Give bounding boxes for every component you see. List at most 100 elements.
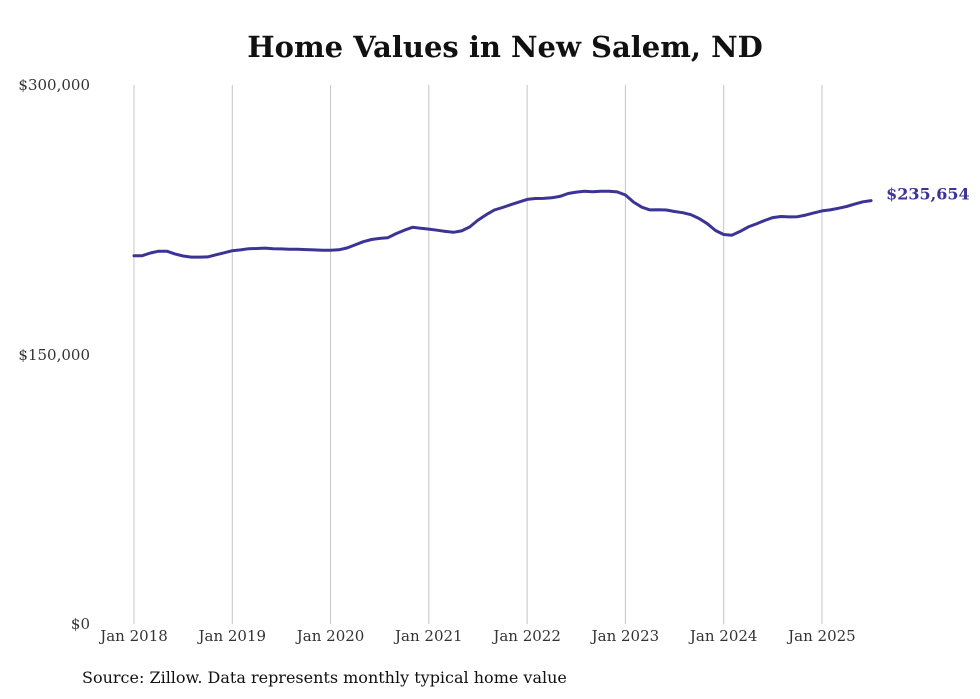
data-point (861, 200, 865, 203)
data-point (493, 208, 496, 212)
data-point (558, 195, 562, 198)
x-tick-label: Jan 2019 (196, 627, 266, 645)
data-point (222, 251, 226, 254)
data-point (738, 230, 742, 233)
data-point (755, 222, 758, 226)
x-tick-label: Jan 2021 (393, 627, 463, 645)
data-points (132, 190, 873, 259)
data-point (624, 193, 627, 197)
data-point (706, 222, 709, 225)
data-point (657, 208, 660, 211)
data-point (239, 248, 242, 252)
data-point (697, 217, 701, 220)
x-tick-label: Jan 2018 (98, 627, 168, 645)
latest-value-label: $235,654 (886, 185, 970, 204)
data-point (771, 216, 774, 219)
data-point (599, 190, 602, 193)
data-point (632, 200, 635, 204)
data-point (845, 205, 848, 208)
data-point (386, 236, 390, 239)
data-point (796, 215, 799, 218)
data-point (231, 249, 234, 252)
data-point (345, 246, 349, 250)
data-point (304, 248, 308, 251)
y-tick-label: $0 (71, 615, 90, 633)
data-point (869, 199, 873, 202)
data-point (804, 213, 807, 217)
x-tick-label: Jan 2020 (295, 627, 365, 645)
data-point (853, 202, 856, 206)
data-point (607, 190, 611, 193)
data-point (190, 255, 193, 259)
data-point (435, 229, 439, 232)
x-tick-label: Jan 2023 (590, 627, 660, 645)
home-value-line (132, 189, 873, 259)
data-point (730, 234, 734, 237)
data-point (255, 247, 259, 250)
data-point (550, 196, 553, 199)
data-point (247, 247, 250, 250)
data-point (141, 254, 144, 257)
source-note: Source: Zillow. Data represents monthly … (82, 668, 567, 687)
data-point (517, 200, 521, 204)
data-point (509, 203, 512, 206)
data-point (640, 206, 643, 209)
data-point (616, 190, 619, 194)
data-point (321, 249, 324, 252)
data-point (444, 230, 447, 233)
data-point (722, 233, 725, 236)
data-point (648, 208, 652, 212)
data-point (165, 250, 168, 253)
x-tick-label: Jan 2024 (688, 627, 758, 645)
data-point (206, 255, 209, 259)
data-point (828, 208, 832, 212)
data-point (812, 211, 815, 215)
x-tick-label: Jan 2022 (491, 627, 561, 645)
data-point (329, 249, 332, 252)
data-point (403, 229, 406, 232)
data-point (820, 209, 824, 213)
data-point (411, 226, 414, 229)
data-point (452, 231, 455, 234)
data-point (296, 248, 299, 251)
data-point (370, 238, 373, 241)
data-point (353, 243, 357, 247)
data-point (181, 254, 185, 258)
data-point (272, 247, 275, 250)
data-point (157, 250, 160, 253)
y-tick-label: $300,000 (18, 76, 90, 94)
y-axis-ticks: $0 $150,000 $300,000 (18, 76, 90, 633)
data-point (837, 207, 840, 210)
data-point (485, 213, 488, 216)
data-point (714, 229, 717, 232)
data-point (763, 219, 766, 222)
data-point (394, 232, 398, 235)
x-tick-label: Jan 2025 (786, 627, 856, 645)
data-point (566, 192, 570, 195)
data-point (132, 254, 136, 257)
chart-title: Home Values in New Salem, ND (247, 30, 763, 64)
data-point (378, 237, 381, 240)
data-point (468, 225, 471, 229)
data-point (542, 197, 545, 200)
data-point (673, 210, 676, 213)
data-point (313, 248, 316, 252)
data-point (747, 225, 750, 229)
data-point (525, 198, 529, 201)
data-point (591, 190, 594, 193)
data-point (681, 211, 684, 214)
data-point (427, 227, 430, 231)
data-point (214, 253, 218, 256)
data-point (689, 213, 693, 216)
data-point (263, 246, 267, 250)
data-point (460, 229, 463, 233)
y-tick-label: $150,000 (18, 346, 90, 364)
data-point (501, 206, 504, 209)
data-point (337, 248, 340, 251)
data-point (288, 248, 291, 251)
data-point (149, 251, 152, 255)
data-point (583, 190, 586, 193)
x-axis-ticks: Jan 2018 Jan 2019 Jan 2020 Jan 2021 Jan 2022… (98, 627, 856, 645)
data-point (534, 197, 537, 200)
